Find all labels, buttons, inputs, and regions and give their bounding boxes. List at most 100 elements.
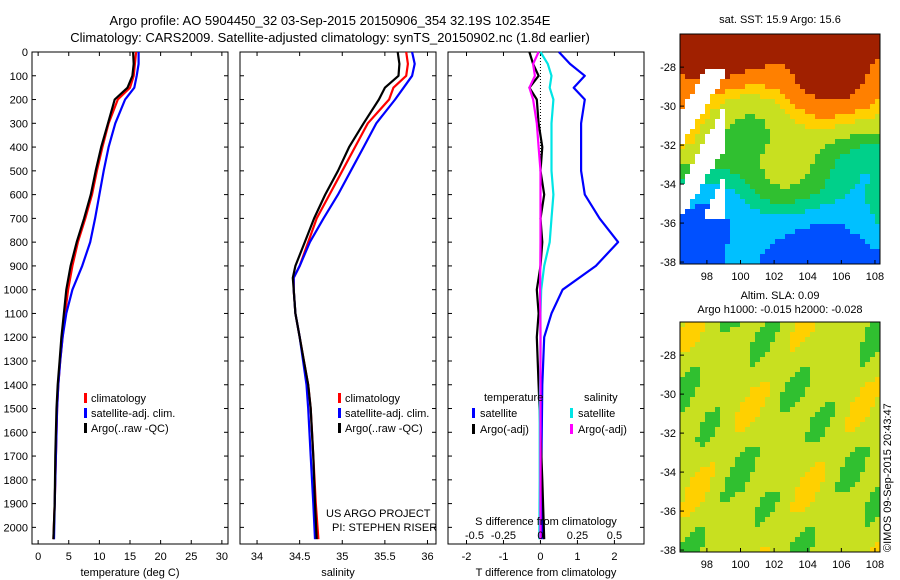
map-cell (730, 79, 735, 84)
map-cell (845, 507, 850, 512)
map-cell (680, 322, 685, 327)
map-cell (815, 362, 820, 367)
x-tick-label: 0 (537, 551, 543, 563)
map-cell (780, 234, 785, 239)
map-cell (805, 169, 810, 174)
map-cell (815, 367, 820, 372)
map-cell (800, 377, 805, 382)
map-cell (750, 502, 755, 507)
map-cell (685, 149, 690, 154)
map-cell (785, 357, 790, 362)
map-cell (750, 547, 755, 552)
map-cell (760, 532, 765, 537)
map-cell (790, 119, 795, 124)
map-cell (705, 527, 710, 532)
map-cell (745, 332, 750, 337)
map-cell (855, 397, 860, 402)
map-cell (850, 169, 855, 174)
map-cell (700, 59, 705, 64)
map-cell (705, 99, 710, 104)
map-cell (745, 337, 750, 342)
map-cell (820, 219, 825, 224)
map-cell (680, 522, 685, 527)
map-cell (725, 124, 730, 129)
map-cell (870, 482, 875, 487)
map-cell (700, 502, 705, 507)
map-cell (725, 432, 730, 437)
map-cell (690, 254, 695, 259)
map-cell (720, 507, 725, 512)
map-cell (720, 382, 725, 387)
map-cell (755, 522, 760, 527)
map-cell (760, 204, 765, 209)
map-cell (800, 39, 805, 44)
map-cell (800, 139, 805, 144)
map-cell (850, 382, 855, 387)
map-cell (840, 337, 845, 342)
map-cell (845, 387, 850, 392)
map-cell (730, 457, 735, 462)
map-cell (865, 209, 870, 214)
map-cell (680, 332, 685, 337)
map-cell (755, 234, 760, 239)
map-cell (875, 452, 880, 457)
map-cell (690, 392, 695, 397)
map-cell (695, 79, 700, 84)
map-cell (765, 229, 770, 234)
map-cell (680, 412, 685, 417)
map-cell (685, 254, 690, 259)
map-cell (745, 537, 750, 542)
map-cell (705, 467, 710, 472)
map-cell (725, 74, 730, 79)
map-cell (820, 94, 825, 99)
map-cell (705, 472, 710, 477)
map-cell (810, 442, 815, 447)
map-cell (725, 64, 730, 69)
map-cell (810, 244, 815, 249)
map-cell (745, 432, 750, 437)
map-cell (720, 362, 725, 367)
map-cell (745, 367, 750, 372)
map-cell (690, 537, 695, 542)
map-cell (800, 322, 805, 327)
map-cell (765, 124, 770, 129)
map-cell (755, 482, 760, 487)
map-cell (765, 69, 770, 74)
map-cell (680, 189, 685, 194)
map-cell (710, 332, 715, 337)
map-cell (680, 254, 685, 259)
map-cell (715, 322, 720, 327)
map-cell (740, 392, 745, 397)
map-cell (865, 422, 870, 427)
map-cell (860, 239, 865, 244)
map-cell (700, 94, 705, 99)
map-cell (820, 492, 825, 497)
map-cell (870, 382, 875, 387)
map-cell (715, 402, 720, 407)
map-cell (800, 422, 805, 427)
map-cell (855, 99, 860, 104)
map-cell (760, 462, 765, 467)
map-cell (710, 482, 715, 487)
map-cell (840, 517, 845, 522)
map-cell (835, 179, 840, 184)
map-cell (755, 382, 760, 387)
map-cell (690, 427, 695, 432)
map-cell (730, 447, 735, 452)
map-cell (825, 229, 830, 234)
map-cell (860, 452, 865, 457)
map-cell (855, 139, 860, 144)
map-cell (845, 332, 850, 337)
map-cell (845, 69, 850, 74)
series-line (528, 51, 542, 540)
map-cell (685, 184, 690, 189)
map-cell (790, 332, 795, 337)
map-cell (750, 537, 755, 542)
map-cell (760, 154, 765, 159)
map-cell (870, 327, 875, 332)
map-cell (775, 204, 780, 209)
map-cell (875, 527, 880, 532)
map-cell (680, 487, 685, 492)
map-cell (750, 372, 755, 377)
map-cell (840, 119, 845, 124)
